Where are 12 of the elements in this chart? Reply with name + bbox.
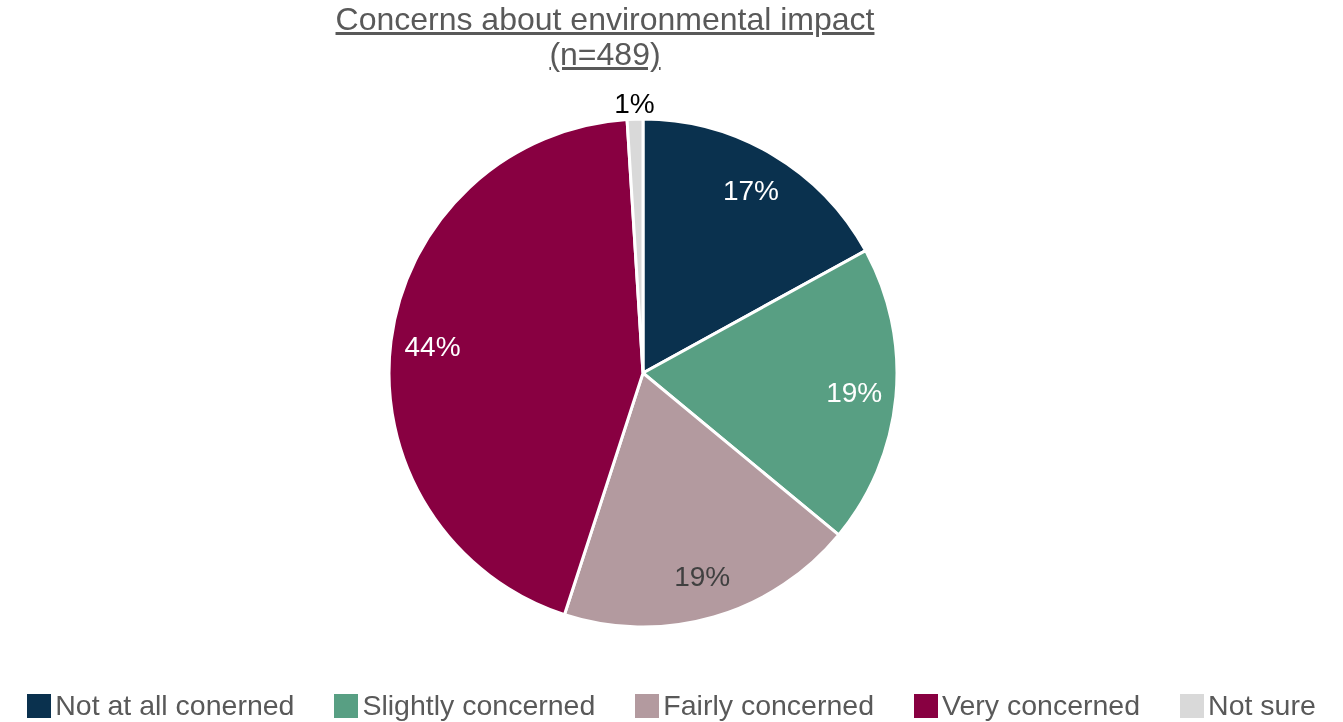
data-label: 44% [404, 330, 461, 362]
chart-title: Concerns about environmental impact [335, 1, 875, 37]
legend-label: Very concerned [942, 689, 1141, 722]
data-label: 1% [614, 87, 655, 119]
legend-label: Not sure [1208, 689, 1316, 722]
legend-label: Fairly concerned [663, 689, 875, 722]
legend-label: Slightly concerned [362, 689, 596, 722]
legend-label: Not at all conerned [55, 689, 295, 722]
data-label: 19% [674, 561, 731, 593]
data-label: 19% [826, 377, 883, 409]
data-label: 17% [722, 174, 779, 206]
chart-subtitle: (n=489) [549, 36, 661, 72]
